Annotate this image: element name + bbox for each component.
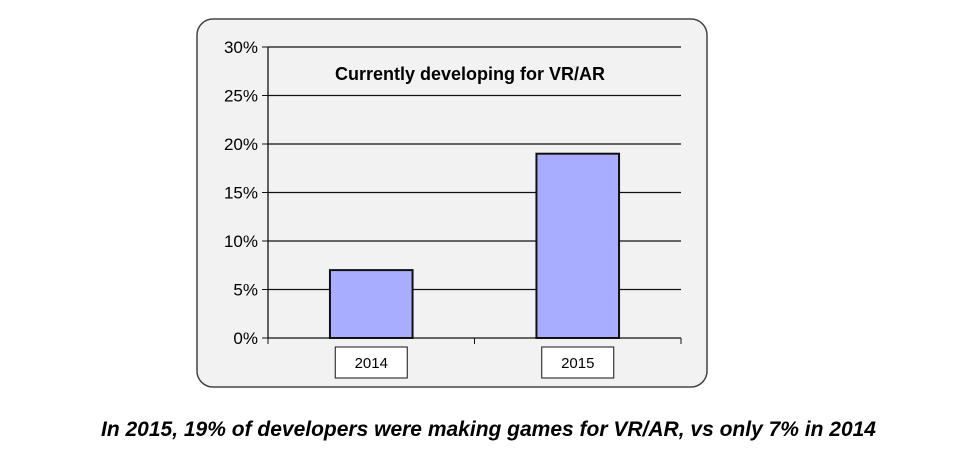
y-axis-ticks: 0% 5% 10% 15% 20% 25% 30% (224, 38, 268, 348)
bars (328, 152, 621, 340)
y-tick-label: 0% (233, 329, 258, 348)
bar-2015 (535, 152, 621, 339)
y-tick-label: 30% (224, 38, 258, 57)
chart-area: 0% 5% 10% 15% 20% 25% 30% 2014 2015 Currently d… (196, 18, 708, 388)
x-tick-label: 2015 (561, 355, 594, 372)
y-tick-label: 15% (224, 184, 258, 203)
bar-2014 (328, 269, 414, 340)
chart-title: Currently developing for VR/AR (335, 64, 605, 84)
x-label-box (541, 346, 615, 379)
y-tick-label: 5% (233, 281, 258, 300)
y-tick-label: 10% (224, 232, 258, 251)
x-axis-labels: 2014 2015 (334, 346, 615, 379)
y-tick-label: 25% (224, 87, 258, 106)
y-tick-label: 20% (224, 135, 258, 154)
chart-caption: In 2015, 19% of developers were making g… (101, 418, 876, 441)
x-label-box (334, 346, 408, 379)
x-tick-label: 2014 (355, 355, 388, 372)
